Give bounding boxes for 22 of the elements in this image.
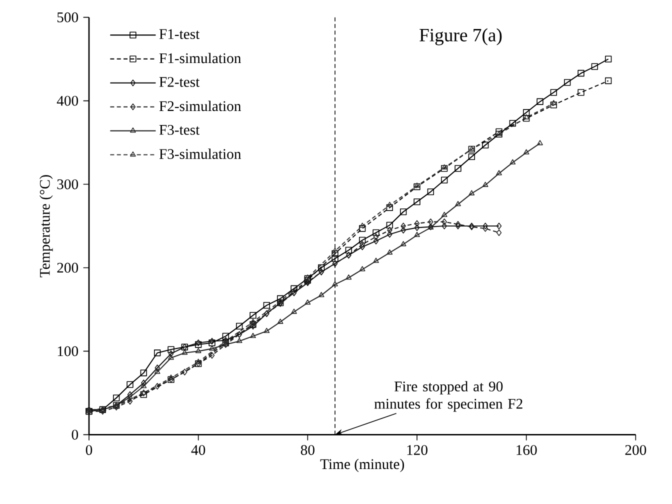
legend-label: F3-simulation bbox=[159, 148, 242, 159]
x-tick-label: 0 bbox=[86, 445, 92, 455]
y-axis-title: Temperature (°C) bbox=[39, 175, 53, 278]
y-tick-label: 200 bbox=[57, 262, 78, 273]
y-tick-label: 400 bbox=[56, 96, 78, 106]
legend-label: F2-test bbox=[159, 77, 200, 87]
y-tick-label: 0 bbox=[72, 430, 78, 440]
x-tick-label: 200 bbox=[625, 445, 646, 455]
x-tick-label: 80 bbox=[300, 445, 314, 455]
x-axis-title: Time (minute) bbox=[320, 458, 404, 472]
y-tick-label: 100 bbox=[58, 346, 78, 356]
x-tick-label: 120 bbox=[407, 445, 428, 455]
legend-label: F2-simulation bbox=[159, 100, 242, 112]
legend-label: F1-test bbox=[159, 29, 200, 40]
legend-label: F3-test bbox=[159, 124, 200, 135]
legend-label: F1-simulation bbox=[159, 52, 242, 64]
y-tick-label: 300 bbox=[57, 179, 78, 190]
x-tick-label: 40 bbox=[191, 445, 206, 455]
annotation: Figure 7(a) bbox=[420, 28, 502, 46]
x-tick-label: 160 bbox=[516, 445, 537, 455]
annotation: Fire stopped at 90 minutes for specimen F2 bbox=[374, 381, 522, 412]
y-tick-label: 500 bbox=[57, 12, 78, 22]
